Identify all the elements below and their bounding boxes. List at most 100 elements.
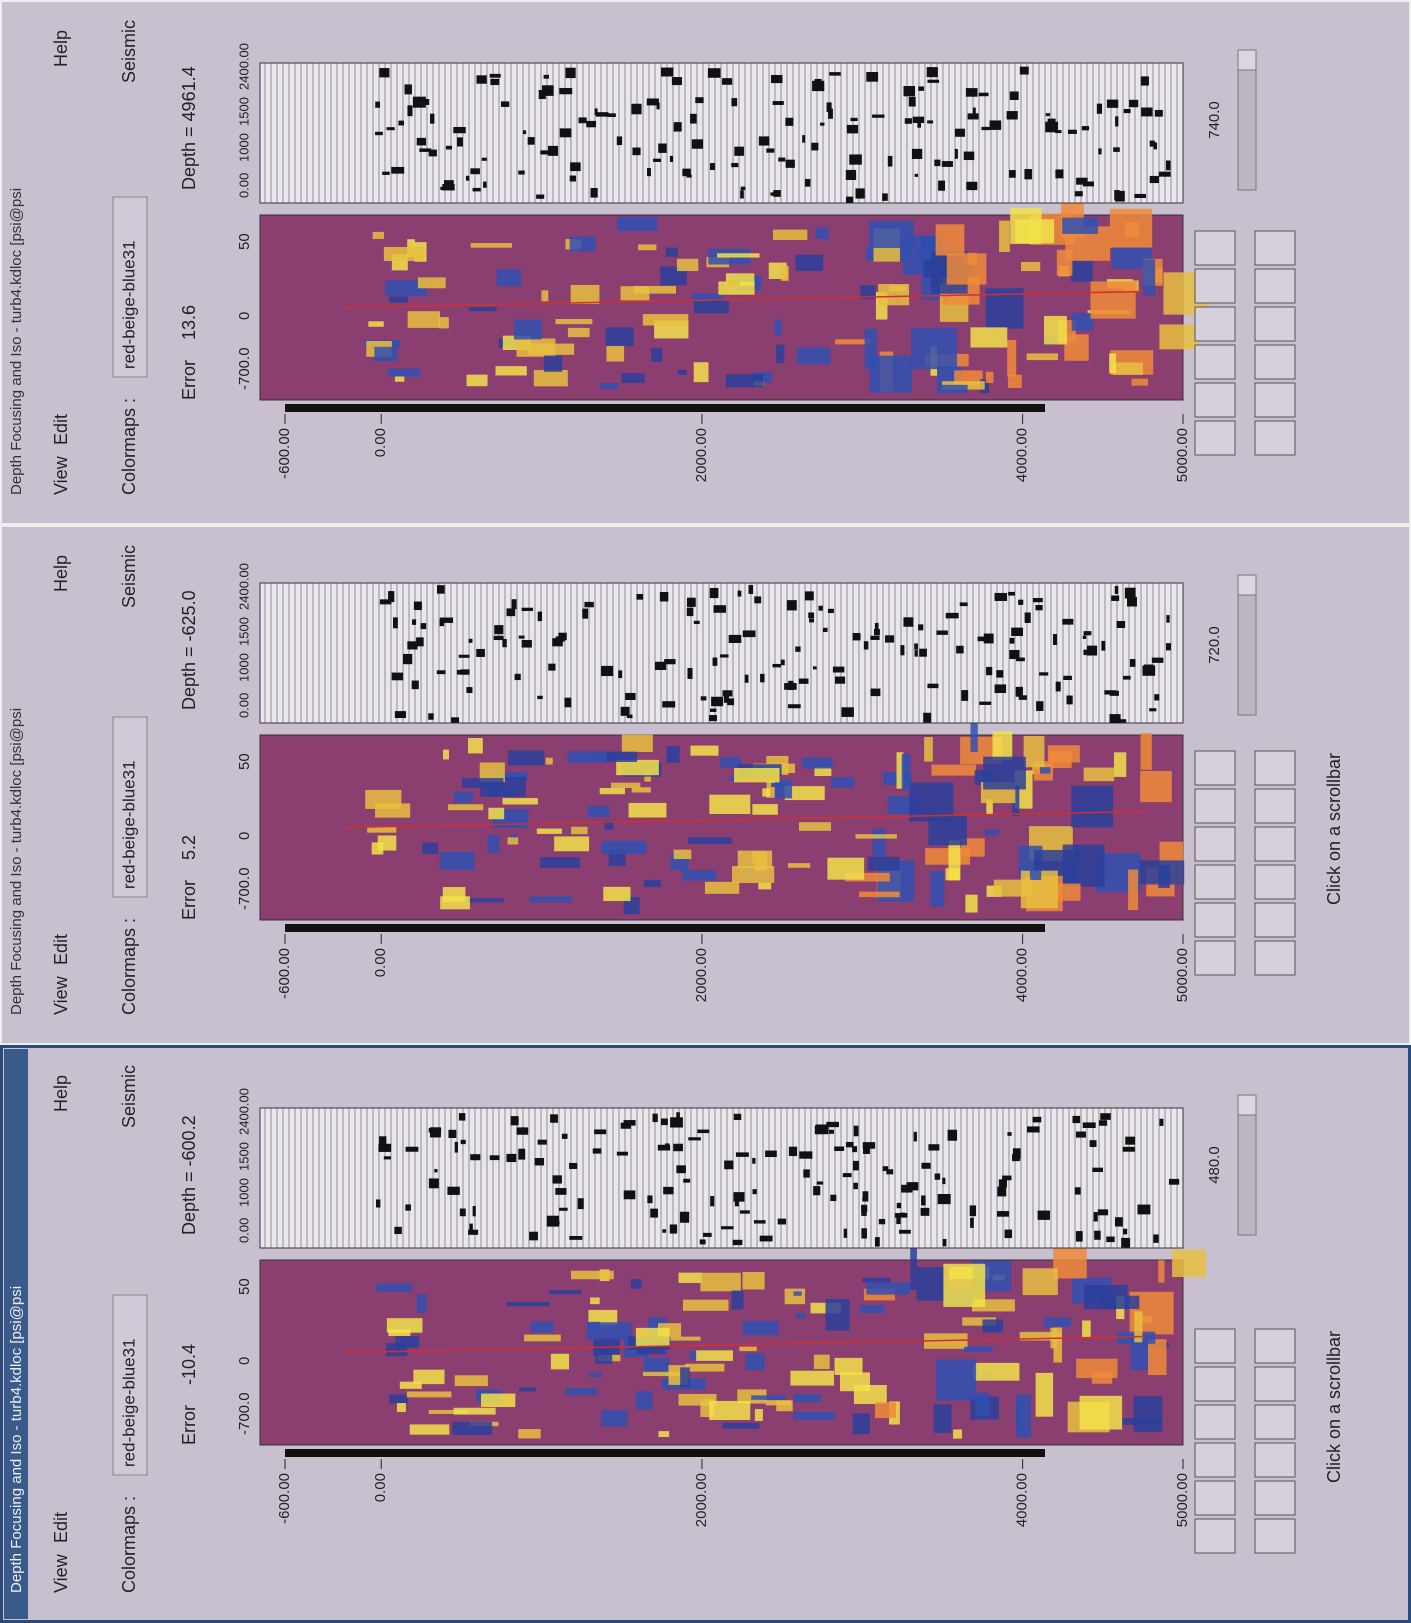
menu-item[interactable]: View — [51, 455, 71, 495]
playback-button[interactable] — [1195, 1443, 1235, 1477]
depth-tick-label: 5000.00 — [1174, 1473, 1191, 1527]
wiggle-event — [1067, 696, 1073, 705]
offset-bar — [285, 404, 1045, 412]
wiggle-event — [1020, 67, 1029, 75]
wiggle-event — [803, 1169, 809, 1177]
playback-button[interactable] — [1195, 1519, 1235, 1553]
seismic-streak — [497, 269, 522, 286]
tool-button[interactable] — [1255, 383, 1295, 417]
menu-item[interactable]: Edit — [51, 1512, 71, 1543]
menu-item[interactable]: Edit — [51, 934, 71, 965]
playback-button[interactable] — [1195, 1367, 1235, 1401]
wiggle-event — [1033, 598, 1043, 602]
scrollbar[interactable] — [1238, 50, 1256, 190]
wiggle-event — [535, 1158, 545, 1165]
wiggle-event — [1111, 595, 1119, 601]
seismic-streak — [678, 370, 687, 375]
tool-button[interactable] — [1255, 1329, 1295, 1363]
wiggle-event — [901, 1185, 912, 1193]
tool-button[interactable] — [1255, 231, 1295, 265]
wiggle-event — [722, 78, 732, 85]
menu-item[interactable]: Edit — [51, 414, 71, 445]
scrollbar-thumb[interactable] — [1238, 575, 1256, 595]
tool-button[interactable] — [1255, 865, 1295, 899]
wiggle-event — [1166, 643, 1171, 650]
wiggle-event — [927, 684, 938, 688]
playback-button[interactable] — [1195, 865, 1235, 899]
wiggle-event — [1115, 116, 1118, 126]
wiggle-event — [996, 670, 1003, 677]
wiggle-event — [548, 664, 555, 671]
time-tick-label: 0.00 — [236, 173, 251, 198]
playback-button[interactable] — [1195, 789, 1235, 823]
seismic-streak — [937, 385, 968, 394]
wiggle-event — [1094, 1212, 1098, 1222]
playback-button[interactable] — [1195, 307, 1235, 341]
tool-button[interactable] — [1255, 421, 1295, 455]
seismic-streak — [518, 1429, 540, 1438]
wiggle-event — [946, 613, 959, 619]
wiggle-event — [412, 619, 416, 624]
tool-button[interactable] — [1255, 1481, 1295, 1515]
wiggle-event — [459, 1113, 465, 1120]
seismic-streak — [688, 837, 731, 844]
wiggle-event — [842, 707, 854, 717]
seismic-streak — [911, 328, 957, 369]
tool-button[interactable] — [1255, 345, 1295, 379]
playback-button[interactable] — [1195, 345, 1235, 379]
tool-button[interactable] — [1255, 751, 1295, 785]
wiggle-event — [1166, 161, 1171, 171]
seismic-streak — [443, 887, 466, 902]
wiggle-event — [469, 639, 473, 643]
menu-item[interactable]: Help — [51, 30, 71, 67]
wiggle-event — [820, 123, 824, 126]
tool-button[interactable] — [1255, 1367, 1295, 1401]
tool-button[interactable] — [1255, 1443, 1295, 1477]
seismic-streak — [503, 798, 538, 804]
wiggle-event — [1008, 592, 1015, 596]
wiggle-event — [1045, 122, 1058, 133]
seismic-streak — [682, 870, 716, 881]
playback-button[interactable] — [1195, 269, 1235, 303]
wiggle-event — [1016, 687, 1023, 697]
tool-button[interactable] — [1255, 827, 1295, 861]
error-value: -10.4 — [179, 1344, 199, 1385]
tool-button[interactable] — [1255, 789, 1295, 823]
playback-button[interactable] — [1195, 1405, 1235, 1439]
tool-button[interactable] — [1255, 269, 1295, 303]
tool-button[interactable] — [1255, 903, 1295, 937]
tool-button[interactable] — [1255, 307, 1295, 341]
wiggle-event — [999, 1179, 1007, 1187]
scrollbar-thumb[interactable] — [1238, 50, 1256, 70]
menu-item[interactable]: View — [51, 975, 71, 1015]
seismic-streak — [417, 1294, 427, 1313]
seismic-streak — [1030, 870, 1041, 880]
playback-button[interactable] — [1195, 941, 1235, 975]
seismic-streak — [1016, 1402, 1023, 1430]
wiggle-event — [754, 1220, 766, 1223]
playback-button[interactable] — [1195, 1481, 1235, 1515]
playback-button[interactable] — [1195, 827, 1235, 861]
scrollbar[interactable] — [1238, 575, 1256, 715]
scrollbar[interactable] — [1238, 1095, 1256, 1235]
menu-item[interactable]: View — [51, 1553, 71, 1593]
time-tick-label: 1000 — [236, 133, 251, 162]
tool-button[interactable] — [1255, 1519, 1295, 1553]
wiggle-event — [875, 1237, 880, 1246]
menu-item[interactable]: Help — [51, 1075, 71, 1112]
wiggle-event — [653, 159, 661, 162]
playback-button[interactable] — [1195, 903, 1235, 937]
playback-button[interactable] — [1195, 751, 1235, 785]
menu-item[interactable]: Help — [51, 555, 71, 592]
playback-button[interactable] — [1195, 383, 1235, 417]
playback-button[interactable] — [1195, 421, 1235, 455]
seismic-streak — [930, 871, 944, 906]
playback-button[interactable] — [1195, 231, 1235, 265]
seismic-streak — [410, 1424, 450, 1434]
seismic-streak — [638, 244, 656, 250]
scrollbar-thumb[interactable] — [1238, 1095, 1256, 1115]
playback-button[interactable] — [1195, 1329, 1235, 1363]
tool-button[interactable] — [1255, 1405, 1295, 1439]
wiggle-event — [1098, 1209, 1108, 1215]
tool-button[interactable] — [1255, 941, 1295, 975]
